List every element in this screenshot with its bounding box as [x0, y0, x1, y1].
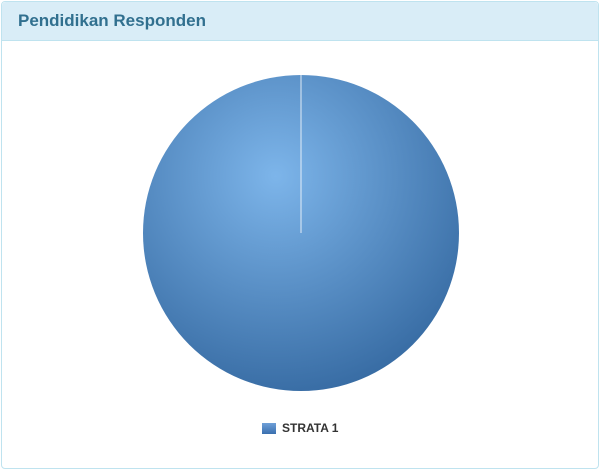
legend-label: STRATA 1: [282, 421, 339, 435]
panel-header: Pendidikan Responden: [2, 2, 598, 41]
panel-title: Pendidikan Responden: [18, 11, 206, 30]
legend: STRATA 1: [262, 421, 338, 435]
legend-swatch: [262, 422, 276, 434]
